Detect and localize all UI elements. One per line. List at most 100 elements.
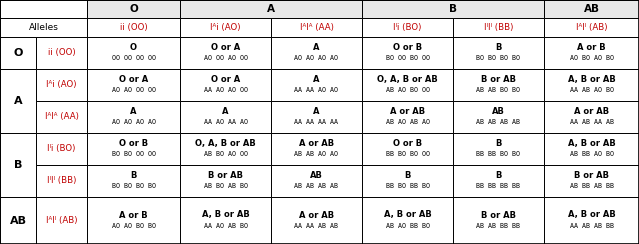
Bar — [36, 133, 87, 165]
Bar — [271, 37, 362, 69]
Text: A or B: A or B — [577, 43, 606, 52]
Bar — [87, 69, 180, 101]
Text: ii (OO): ii (OO) — [48, 49, 75, 58]
Bar — [544, 165, 639, 197]
Bar — [453, 37, 544, 69]
Text: AB AB AO AO: AB AB AO AO — [295, 151, 339, 157]
Text: BB BO BO OO: BB BO BO OO — [385, 151, 429, 157]
Text: AB BO AB BO: AB BO AB BO — [203, 183, 247, 189]
Text: A: A — [222, 107, 229, 116]
Bar — [180, 133, 271, 165]
Text: A, B or AB: A, B or AB — [567, 211, 615, 220]
Text: O: O — [13, 48, 23, 58]
Text: A or AB: A or AB — [299, 211, 334, 220]
Text: AA AA AO AO: AA AA AO AO — [295, 87, 339, 93]
Bar — [271, 133, 362, 165]
Text: Iᴵi (BO): Iᴵi (BO) — [394, 23, 422, 32]
Bar — [87, 37, 180, 69]
Text: OO OO OO OO: OO OO OO OO — [111, 55, 155, 61]
Bar — [87, 165, 180, 197]
Text: O or A: O or A — [119, 75, 148, 84]
Text: IᴵIᴵ (BB): IᴵIᴵ (BB) — [47, 176, 76, 185]
Text: B or AB: B or AB — [208, 171, 243, 180]
Text: O or B: O or B — [393, 43, 422, 52]
Text: AB AB BB BB: AB AB BB BB — [477, 223, 521, 228]
Bar — [544, 197, 639, 244]
Text: B: B — [14, 160, 22, 170]
Text: IᴬIᴬ (AA): IᴬIᴬ (AA) — [300, 23, 334, 32]
Bar — [544, 101, 639, 133]
Bar — [180, 197, 271, 244]
Text: AB AO BO OO: AB AO BO OO — [385, 87, 429, 93]
Text: A, B or AB: A, B or AB — [567, 75, 615, 84]
Text: A or AB: A or AB — [574, 107, 609, 116]
Bar — [271, 18, 362, 37]
Bar — [362, 165, 453, 197]
Text: AB BO AO OO: AB BO AO OO — [203, 151, 247, 157]
Text: B: B — [495, 171, 502, 180]
Bar — [87, 133, 180, 165]
Text: B: B — [495, 43, 502, 52]
Text: BB BB BO BO: BB BB BO BO — [477, 151, 521, 157]
Text: AB AB AB AB: AB AB AB AB — [477, 119, 521, 125]
Bar — [453, 165, 544, 197]
Text: O or A: O or A — [211, 43, 240, 52]
Bar — [36, 101, 87, 133]
Text: ii (OO): ii (OO) — [119, 23, 148, 32]
Text: B: B — [404, 171, 411, 180]
Text: A or AB: A or AB — [299, 139, 334, 148]
Text: IᴬIᴬ (AA): IᴬIᴬ (AA) — [45, 112, 79, 122]
Text: A: A — [313, 43, 320, 52]
Bar — [0, 37, 36, 69]
Bar — [453, 133, 544, 165]
Text: AA AO AB BO: AA AO AB BO — [203, 223, 247, 228]
Bar — [453, 101, 544, 133]
Text: AB AB AB AB: AB AB AB AB — [295, 183, 339, 189]
Bar — [87, 18, 180, 37]
Bar — [362, 18, 453, 37]
Text: B: B — [449, 4, 457, 14]
Bar — [0, 0, 87, 18]
Bar — [87, 0, 180, 18]
Bar — [180, 69, 271, 101]
Bar — [453, 69, 544, 101]
Bar — [87, 197, 180, 244]
Bar — [0, 18, 87, 37]
Bar — [36, 37, 87, 69]
Bar — [180, 18, 271, 37]
Bar — [544, 18, 639, 37]
Text: A or B: A or B — [119, 211, 148, 220]
Bar — [0, 69, 36, 133]
Bar — [271, 165, 362, 197]
Text: O: O — [129, 4, 138, 14]
Text: AB: AB — [492, 107, 505, 116]
Text: Alleles: Alleles — [29, 23, 58, 32]
Text: AB: AB — [310, 171, 323, 180]
Text: A or AB: A or AB — [390, 107, 425, 116]
Text: AO OO AO OO: AO OO AO OO — [203, 55, 247, 61]
Bar — [36, 197, 87, 244]
Text: AB AO AB AO: AB AO AB AO — [385, 119, 429, 125]
Bar — [362, 37, 453, 69]
Text: AB BB AB BB: AB BB AB BB — [569, 183, 613, 189]
Text: BO BO BO BO: BO BO BO BO — [111, 183, 155, 189]
Text: AA AO AA AO: AA AO AA AO — [203, 119, 247, 125]
Text: AO BO AO BO: AO BO AO BO — [569, 55, 613, 61]
Text: BO OO BO OO: BO OO BO OO — [385, 55, 429, 61]
Bar — [544, 69, 639, 101]
Bar — [180, 0, 362, 18]
Text: AA AB AB BB: AA AB AB BB — [569, 223, 613, 228]
Text: AO AO OO OO: AO AO OO OO — [111, 87, 155, 93]
Bar — [271, 69, 362, 101]
Text: Iᴬi (AO): Iᴬi (AO) — [210, 23, 241, 32]
Text: AO AO AO AO: AO AO AO AO — [295, 55, 339, 61]
Bar — [36, 165, 87, 197]
Text: O, A, B or AB: O, A, B or AB — [195, 139, 256, 148]
Text: B or AB: B or AB — [574, 171, 609, 180]
Text: A: A — [313, 75, 320, 84]
Text: A: A — [13, 96, 22, 106]
Text: B: B — [495, 139, 502, 148]
Text: B or AB: B or AB — [481, 75, 516, 84]
Text: AO AO BO BO: AO AO BO BO — [111, 223, 155, 228]
Bar — [180, 37, 271, 69]
